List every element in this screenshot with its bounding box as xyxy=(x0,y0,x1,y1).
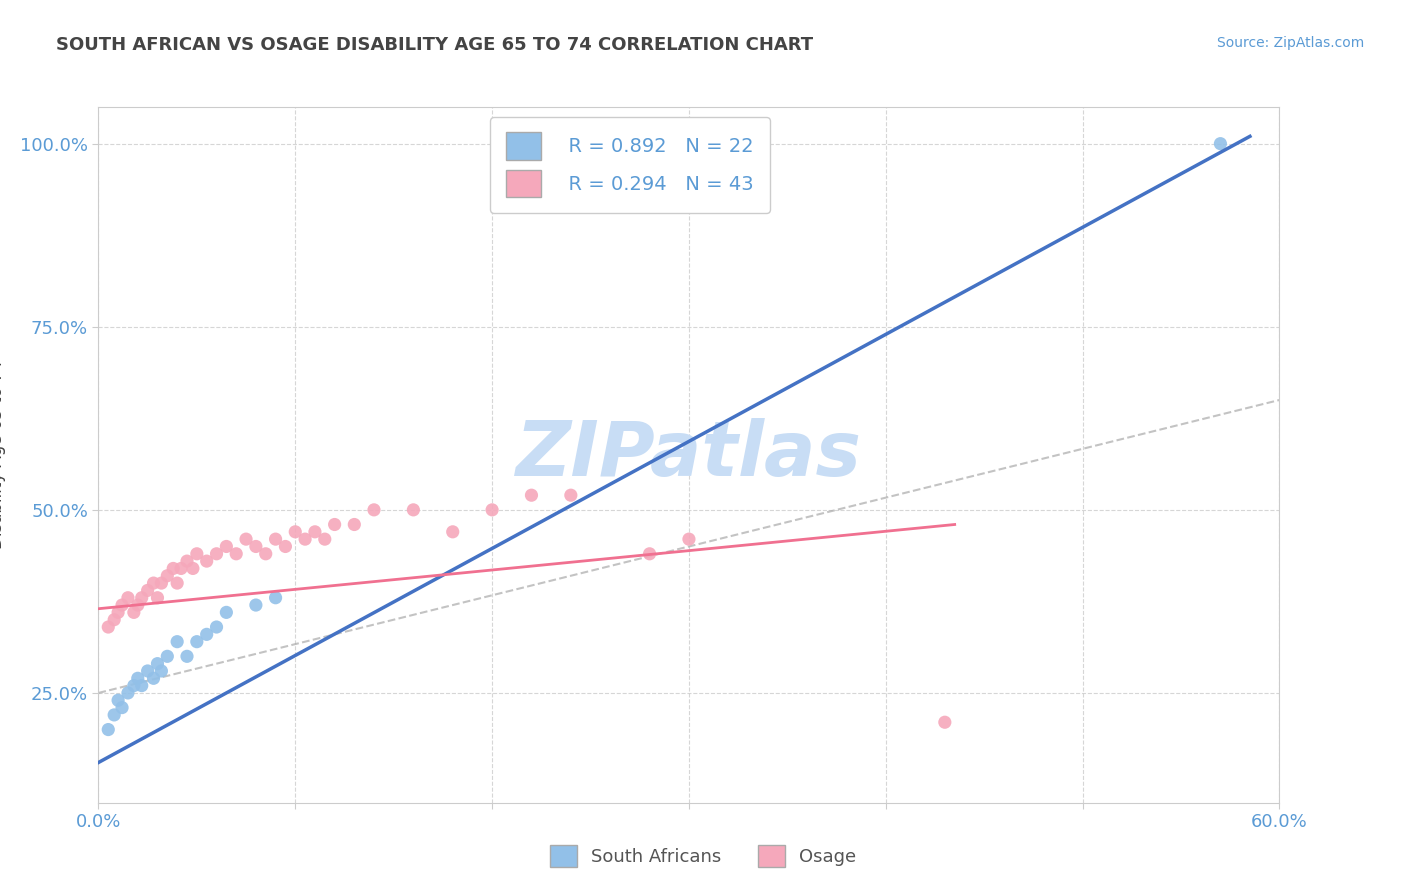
Point xyxy=(186,634,208,648)
Point xyxy=(254,547,277,561)
Point xyxy=(117,686,139,700)
Point xyxy=(274,540,297,554)
Point xyxy=(166,634,188,648)
Point xyxy=(195,627,218,641)
Point xyxy=(520,488,543,502)
Point xyxy=(363,503,385,517)
Point xyxy=(215,606,238,620)
Point xyxy=(136,664,159,678)
Point xyxy=(441,524,464,539)
Point xyxy=(122,679,145,693)
Point xyxy=(638,547,661,561)
Point xyxy=(235,532,257,546)
Point xyxy=(176,554,198,568)
Point xyxy=(264,532,287,546)
Point xyxy=(156,568,179,582)
Point xyxy=(245,598,267,612)
Point xyxy=(170,561,193,575)
Point xyxy=(294,532,316,546)
Point xyxy=(146,591,169,605)
Point xyxy=(156,649,179,664)
Point xyxy=(166,576,188,591)
Legend: South Africans, Osage: South Africans, Osage xyxy=(543,838,863,874)
Text: Source: ZipAtlas.com: Source: ZipAtlas.com xyxy=(1216,36,1364,50)
Point xyxy=(1209,136,1232,151)
Point xyxy=(127,671,149,685)
Point xyxy=(150,576,173,591)
Point xyxy=(127,598,149,612)
Point xyxy=(225,547,247,561)
Point xyxy=(314,532,336,546)
Point xyxy=(111,700,134,714)
Point xyxy=(323,517,346,532)
Point xyxy=(195,554,218,568)
Point xyxy=(560,488,582,502)
Point xyxy=(402,503,425,517)
Point xyxy=(284,524,307,539)
Point xyxy=(150,664,173,678)
Point xyxy=(181,561,204,575)
Point xyxy=(136,583,159,598)
Point xyxy=(131,679,153,693)
Point xyxy=(122,606,145,620)
Point xyxy=(343,517,366,532)
Point xyxy=(205,620,228,634)
Point xyxy=(117,591,139,605)
Point xyxy=(481,503,503,517)
Point xyxy=(142,671,165,685)
Point xyxy=(146,657,169,671)
Point xyxy=(678,532,700,546)
Point xyxy=(215,540,238,554)
Legend:   R = 0.892   N = 22,   R = 0.294   N = 43: R = 0.892 N = 22, R = 0.294 N = 43 xyxy=(491,117,769,212)
Point xyxy=(934,715,956,730)
Point xyxy=(186,547,208,561)
Point xyxy=(111,598,134,612)
Point xyxy=(176,649,198,664)
Point xyxy=(131,591,153,605)
Point xyxy=(304,524,326,539)
Point xyxy=(245,540,267,554)
Point xyxy=(103,613,125,627)
Point xyxy=(264,591,287,605)
Point xyxy=(142,576,165,591)
Point xyxy=(97,620,120,634)
Point xyxy=(107,693,129,707)
Y-axis label: Disability Age 65 to 74: Disability Age 65 to 74 xyxy=(0,360,6,549)
Point xyxy=(162,561,184,575)
Point xyxy=(107,606,129,620)
Point xyxy=(103,707,125,722)
Point xyxy=(97,723,120,737)
Point xyxy=(205,547,228,561)
Text: ZIPatlas: ZIPatlas xyxy=(516,418,862,491)
Text: SOUTH AFRICAN VS OSAGE DISABILITY AGE 65 TO 74 CORRELATION CHART: SOUTH AFRICAN VS OSAGE DISABILITY AGE 65… xyxy=(56,36,813,54)
